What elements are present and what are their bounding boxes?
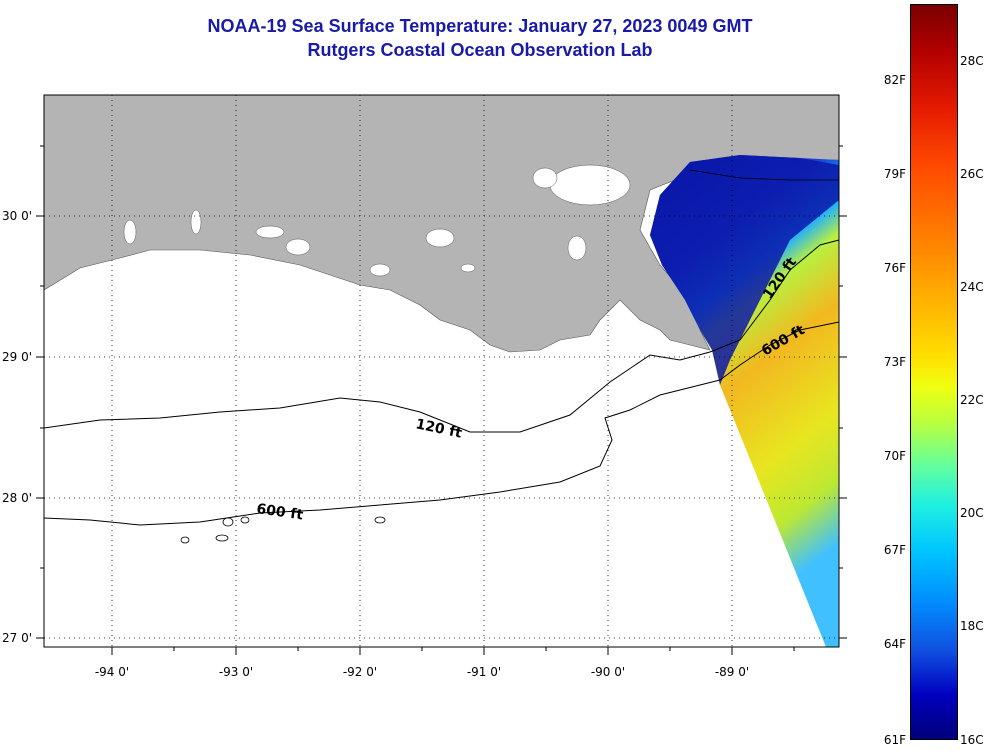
latitude-label: 29 0' [2,350,33,364]
longitude-label: -91 0' [466,665,502,679]
colorbar-f-label: 82F [883,73,906,87]
map-title: NOAA-19 Sea Surface Temperature: January… [207,16,753,36]
map-frame [43,94,840,648]
map-subtitle: Rutgers Coastal Ocean Observation Lab [307,40,653,60]
contour-rings [180,516,386,544]
contour-120ft [44,239,839,433]
land-mass [44,95,839,353]
latitude-label: 28 0' [2,491,33,505]
latitude-label: 30 0' [2,209,33,223]
colorbar-f-label: 67F [883,543,906,557]
colorbar-f-label: 73F [883,355,906,369]
axis-ticks [36,145,847,655]
latitude-label: 27 0' [2,631,33,645]
colorbar-f-label: 76F [883,261,906,275]
colorbar-c-label: 20C [960,506,984,520]
longitude-label: -89 0' [714,665,750,679]
contour-label-600-west: 600 ft [255,501,304,523]
colorbar-c-label: 26C [960,167,984,181]
colorbar-c-label: 18C [960,619,984,633]
shelf-break-line [689,169,839,181]
longitude-label: -93 0' [218,665,254,679]
longitude-label: -94 0' [94,665,130,679]
colorbar-f-label: 70F [883,449,906,463]
colorbar-c-label: 22C [960,393,984,407]
lakes [123,164,631,277]
colorbar-c-label: 28C [960,54,984,68]
colorbar-c-label: 24C [960,280,984,294]
colorbar-f-label: 61F [883,733,906,747]
colorbar-f-label: 79F [883,167,906,181]
graticule [44,95,839,647]
colorbar-f-label: 64F [883,637,906,651]
longitude-label: -92 0' [342,665,378,679]
colorbar-c-label: 16C [960,733,984,747]
temperature-colorbar [910,4,958,740]
longitude-label: -90 0' [590,665,626,679]
cold-water-core [650,155,839,385]
contour-600ft [44,321,839,526]
